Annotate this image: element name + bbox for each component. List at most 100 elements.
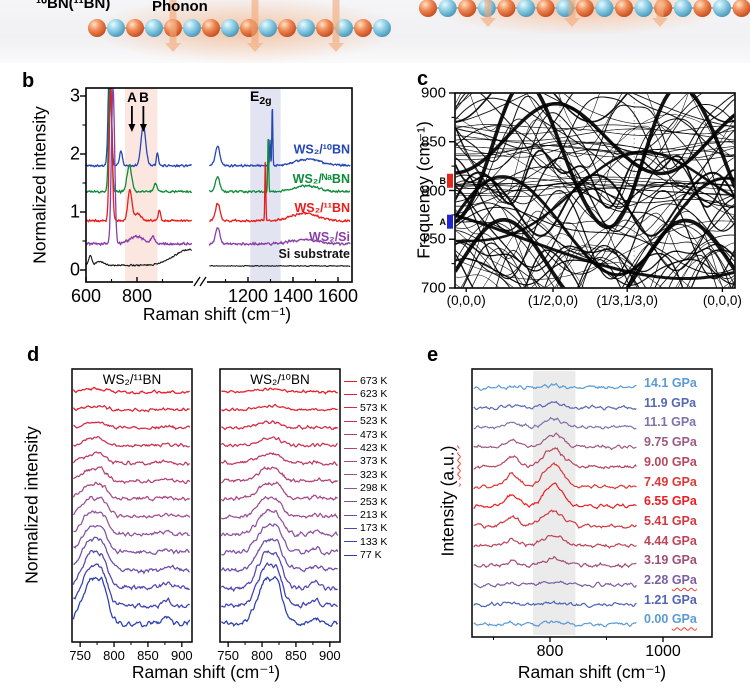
temperature-curve xyxy=(73,525,190,556)
phonon-branch xyxy=(455,218,735,288)
phonon-branch xyxy=(462,242,735,288)
panel-d-title-10bn: WS₂/¹⁰BN xyxy=(250,372,310,387)
x-tick-label: 750 xyxy=(217,648,239,663)
legend-temperature-label: 77 K xyxy=(360,549,382,562)
legend-item: 673 K xyxy=(344,375,387,387)
phonon-branch xyxy=(455,220,735,280)
boron-atom xyxy=(278,19,296,37)
legend-temperature-label: 373 K xyxy=(360,455,388,468)
boron-atom xyxy=(458,0,477,17)
legend-temperature-label: 133 K xyxy=(360,535,388,548)
pressure-value: 3.19 xyxy=(644,553,672,568)
phonon-branch xyxy=(455,119,735,209)
pressure-unit: GPa xyxy=(671,513,697,528)
temperature-curve xyxy=(73,510,190,537)
y-tick-label: 2 xyxy=(69,143,80,164)
nitrogen-atom xyxy=(183,19,201,37)
phonon-branch xyxy=(455,183,735,189)
pressure-curve xyxy=(473,600,637,609)
phonon-branch xyxy=(455,221,735,288)
temperature-curve xyxy=(72,451,191,467)
pressure-value: 11.9 xyxy=(644,395,672,410)
legend-swatch-line xyxy=(344,514,357,516)
phonon-branch xyxy=(455,249,735,288)
phonon-branch xyxy=(455,171,735,237)
phonon-branch xyxy=(455,150,735,243)
mode-marker xyxy=(447,214,453,229)
legend-temperature-label: 423 K xyxy=(360,442,388,454)
boron-atom xyxy=(536,0,555,17)
boron-atom xyxy=(575,0,594,17)
temperature-curves xyxy=(72,386,191,628)
e2g-main: E xyxy=(250,88,260,104)
y-tick-label: 850 xyxy=(420,133,446,151)
pressure-unit: GPa xyxy=(671,553,697,568)
legend-temperature-label: 473 K xyxy=(360,428,388,441)
panel-d-x-label: Raman shift (cm⁻¹) xyxy=(131,662,281,682)
phonon-branch xyxy=(455,175,735,277)
x-tick-label: 1600 xyxy=(317,286,359,306)
e2g-sub: 2g xyxy=(259,95,272,107)
x-tick-label: 900 xyxy=(170,648,193,663)
boron-atom xyxy=(732,0,750,17)
temperature-curve xyxy=(72,549,190,591)
temperature-curve xyxy=(220,538,338,573)
pressure-label: 5.41 GPa xyxy=(644,514,697,528)
pressure-curve xyxy=(473,416,637,430)
atom-chain-right xyxy=(419,0,750,17)
nitrogen-atom xyxy=(259,19,277,37)
legend-item: 423 K xyxy=(344,442,387,454)
pressure-label: 9.75 GPa xyxy=(644,435,697,449)
axis-break-slash xyxy=(193,276,201,287)
pressure-value: 7.49 xyxy=(644,474,672,489)
phonon-branch xyxy=(455,149,735,209)
temperature-curve xyxy=(220,495,339,520)
series-label: WS₂/¹¹BN xyxy=(294,200,350,215)
phonon-branch xyxy=(455,149,735,208)
x-tick-label: 600 xyxy=(70,286,102,306)
phonon-branch xyxy=(455,95,735,169)
phonon-branch xyxy=(455,93,735,158)
y-tick-label: 3 xyxy=(69,85,80,106)
k-point-label: (1/3,1/3,0) xyxy=(596,293,658,308)
phonon-branch xyxy=(455,202,735,275)
pressure-curve xyxy=(473,382,637,391)
phonon-arrow-icon xyxy=(328,0,344,52)
pressure-label: 2.28 GPa xyxy=(644,573,697,587)
pressure-value: 4.44 xyxy=(644,533,672,548)
phonon-branch xyxy=(455,176,735,187)
y-tick-label: 700 xyxy=(420,279,446,297)
temperature-curve xyxy=(220,466,339,484)
phonon-branch xyxy=(455,93,702,153)
pressure-label: 6.55 GPa xyxy=(644,494,697,508)
pressure-curve xyxy=(473,462,637,490)
phonon-arrow-icon xyxy=(480,0,496,27)
legend-swatch-line xyxy=(344,420,357,422)
phonon-branch xyxy=(455,225,735,288)
legend-swatch-line xyxy=(344,527,357,529)
panel-b-letter: b xyxy=(22,70,35,92)
schematic-graphics xyxy=(88,0,750,63)
y-tick-label: 0 xyxy=(69,259,80,280)
legend-item: 77 K xyxy=(344,549,382,561)
pressure-unit: GPa xyxy=(671,415,697,430)
top-schematic: ¹⁰BN(¹¹BN) Phonon xyxy=(0,0,750,63)
boron-atom xyxy=(497,0,516,17)
phonon-branch xyxy=(455,118,735,225)
k-point-label: (0,0,0) xyxy=(446,293,486,308)
nitrogen-atom xyxy=(221,19,239,37)
temperature-curve xyxy=(220,452,338,466)
pressure-unit: GPa xyxy=(671,494,697,509)
axis-break-mask xyxy=(193,280,207,285)
series-label: WS₂/¹⁰BN xyxy=(293,142,350,157)
pressure-label: 7.49 GPa xyxy=(644,475,697,489)
legend-temperature-label: 253 K xyxy=(360,495,388,508)
phonon-bands xyxy=(455,93,735,288)
legend-item: 573 K xyxy=(344,402,387,414)
temperature-curve xyxy=(220,480,338,502)
legend-item: 373 K xyxy=(344,455,387,467)
temperature-curve xyxy=(221,387,338,395)
